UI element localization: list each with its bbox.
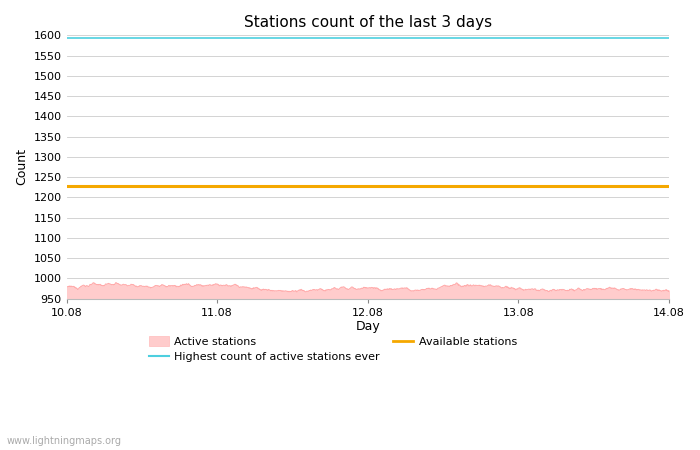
Legend: Active stations, Highest count of active stations ever, Available stations: Active stations, Highest count of active… <box>144 332 522 367</box>
Title: Stations count of the last 3 days: Stations count of the last 3 days <box>244 15 492 30</box>
Text: www.lightningmaps.org: www.lightningmaps.org <box>7 436 122 446</box>
X-axis label: Day: Day <box>356 320 380 333</box>
Y-axis label: Count: Count <box>15 148 28 185</box>
